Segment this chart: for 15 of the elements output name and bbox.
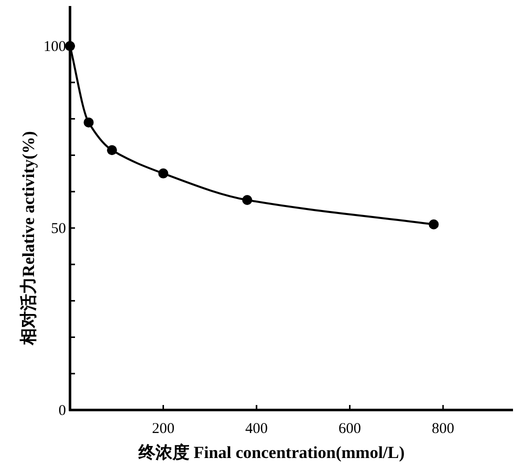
x-tick-label: 600 xyxy=(338,421,362,437)
point xyxy=(428,219,439,230)
y-tick-label: 0 xyxy=(58,403,66,419)
point xyxy=(84,117,94,128)
y-tick-label: 50 xyxy=(51,221,66,238)
point xyxy=(106,145,117,156)
x-axis-title: 终浓度 Final concentration(mmol/L) xyxy=(137,443,405,462)
point xyxy=(158,168,168,178)
y-axis-title: 相对活力Relative activity(%) xyxy=(19,131,38,346)
point xyxy=(242,194,252,205)
y-tick-label: 100 xyxy=(44,39,66,56)
x-tick-label: 400 xyxy=(245,421,268,437)
x-tick-label: 800 xyxy=(432,421,454,437)
point xyxy=(65,41,75,52)
x-tick-label: 200 xyxy=(152,421,175,437)
